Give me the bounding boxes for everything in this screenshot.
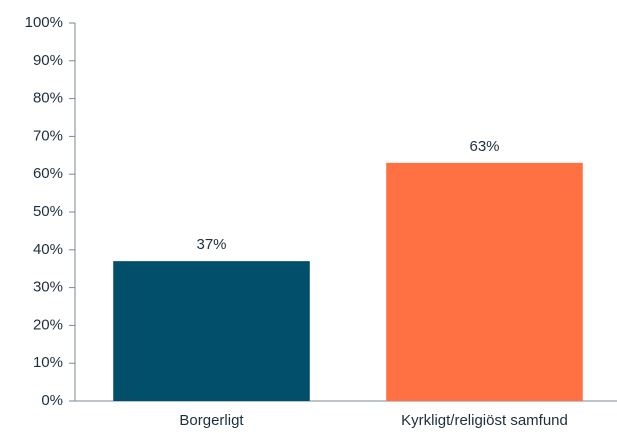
- y-tick-label: 30%: [33, 279, 63, 296]
- y-tick-label: 50%: [33, 203, 63, 220]
- y-tick-label: 70%: [33, 127, 63, 144]
- x-tick-label: Borgerligt: [179, 412, 244, 429]
- data-label: 63%: [469, 138, 499, 155]
- bar: [386, 162, 583, 401]
- y-tick-label: 40%: [33, 241, 63, 258]
- bar: [113, 261, 310, 401]
- x-tick-label: Kyrkligt/religiöst samfund: [401, 412, 568, 429]
- y-tick-label: 100%: [25, 14, 63, 31]
- y-tick-label: 0%: [41, 392, 63, 409]
- y-tick-label: 60%: [33, 165, 63, 182]
- y-tick-label: 20%: [33, 316, 63, 333]
- y-tick-label: 10%: [33, 354, 63, 371]
- data-label: 37%: [196, 236, 226, 253]
- y-tick-label: 90%: [33, 52, 63, 69]
- y-tick-label: 80%: [33, 90, 63, 107]
